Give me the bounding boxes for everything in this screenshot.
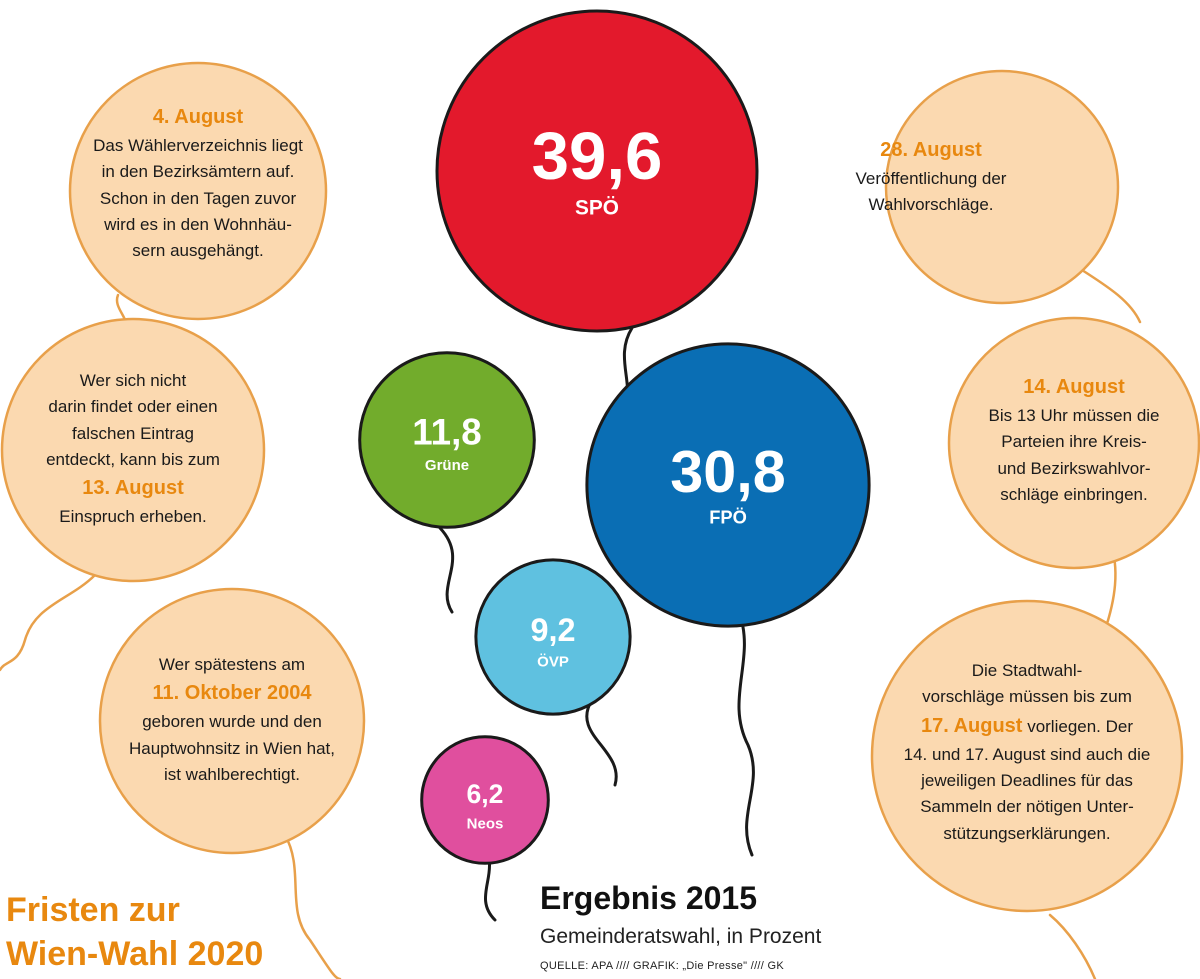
note-einspruch: Wer sich nicht darin findet oder einen f… bbox=[0, 368, 273, 531]
note-aug4-line: wird es in den Wohnhäu- bbox=[104, 215, 292, 235]
note-wahlberechtigt: Wer spätestens am 11. Oktober 2004 gebor… bbox=[92, 652, 372, 788]
note-stadtwahl-line: stützungserklärungen. bbox=[943, 823, 1111, 843]
note-wahlberechtigt-line: geboren wurde und den bbox=[142, 712, 322, 732]
balloon-value-neos: 6,2 bbox=[467, 779, 504, 809]
note-einspruch-circle bbox=[0, 317, 266, 583]
note-aug4-date: 4. August bbox=[152, 106, 244, 128]
page-title: Fristen zur Wien-Wahl 2020 bbox=[6, 888, 263, 976]
balloon-ovp bbox=[474, 558, 632, 716]
balloon-value-spo: 39,6 bbox=[532, 119, 663, 194]
chart-title: Ergebnis 2015 bbox=[540, 880, 757, 916]
note-aug14-line: Bis 13 Uhr müssen die bbox=[988, 406, 1160, 425]
note-stadtwahl-line: jeweiligen Deadlines für das bbox=[921, 771, 1133, 791]
balloon-grune bbox=[358, 351, 536, 529]
note-aug28-circle bbox=[884, 69, 1120, 305]
note-aug4-line: sern ausgehängt. bbox=[132, 241, 264, 261]
note-aug28-line: Wahlvorschläge. bbox=[868, 195, 994, 215]
note-aug4-circle bbox=[68, 61, 328, 321]
balloon-value-ovp: 9,2 bbox=[530, 612, 575, 648]
balloon-label-ovp: ÖVP bbox=[537, 653, 569, 670]
note-stadtwahl-date-line: 17. August vorliegen. Der bbox=[867, 711, 1187, 742]
page-title-line: Fristen zur bbox=[6, 891, 180, 929]
ovp-string bbox=[585, 698, 618, 787]
balloon-label-fpo: FPÖ bbox=[709, 506, 747, 527]
note-aug14-line: und Bezirkswahlvor- bbox=[997, 458, 1151, 478]
grune-string bbox=[438, 526, 455, 614]
balloon-fpo bbox=[585, 342, 871, 628]
note-aug4-line: Schon in den Tagen zuvor bbox=[99, 188, 297, 208]
balloon-label-grune: Grüne bbox=[425, 457, 469, 474]
note-aug28-date: 28. August bbox=[880, 139, 982, 161]
note-stadtwahl-line: Sammeln der nötigen Unter- bbox=[920, 797, 1134, 817]
page-title-line: Wien-Wahl 2020 bbox=[6, 935, 264, 973]
note-wahlberechtigt-line: ist wahlberechtigt. bbox=[163, 765, 301, 785]
balloon-spo bbox=[435, 9, 759, 333]
note-stadtwahl-circle bbox=[870, 599, 1184, 913]
note-aug4-line: Das Wählerverzeichnis liegt bbox=[93, 136, 303, 155]
note-wahlberechtigt-line: Wer spätestens am bbox=[158, 655, 306, 674]
note-stadtwahl-date-suffix: vorliegen. Der bbox=[1022, 716, 1134, 736]
note-aug14-date: 14. August bbox=[1023, 376, 1125, 398]
note-stadtwahl-line: Die Stadtwahl- bbox=[971, 661, 1083, 680]
balloon-label-spo: SPÖ bbox=[575, 196, 619, 219]
note-stadtwahl-date: 17. August bbox=[920, 714, 1023, 737]
note-stadtwahl-line: vorschläge müssen bis zum bbox=[922, 687, 1132, 707]
balloon-value-grune: 11,8 bbox=[412, 411, 481, 452]
note-aug14-line: Parteien ihre Kreis- bbox=[1001, 432, 1147, 452]
chart-subtitle: Gemeinderatswahl, in Prozent bbox=[540, 925, 822, 948]
note-wahlberechtigt-date: 11. Oktober 2004 bbox=[152, 682, 312, 705]
note-aug28: 28. August Veröffentlichung der Wahlvors… bbox=[811, 135, 1051, 219]
note-aug14-line: schläge einbringen. bbox=[1000, 485, 1148, 505]
fpo-string bbox=[737, 613, 755, 857]
note-stadtwahl: Die Stadtwahl- vorschläge müssen bis zum… bbox=[867, 658, 1187, 847]
note-wahlberechtigt-line: Hauptwohnsitz in Wien hat, bbox=[129, 738, 335, 758]
note-aug14: 14. August Bis 13 Uhr müssen die Parteie… bbox=[934, 372, 1200, 508]
balloon-label-neos: Neos bbox=[467, 816, 504, 833]
note-aug28-line: Veröffentlichung der bbox=[855, 169, 1007, 188]
note-einspruch-line: entdeckt, kann bis zum bbox=[46, 450, 220, 470]
note-wahlberechtigt-circle bbox=[98, 587, 366, 855]
balloon-neos bbox=[420, 735, 550, 865]
note-aug4-line: in den Bezirksämtern auf. bbox=[101, 162, 295, 182]
note-aug4: 4. August Das Wählerverzeichnis liegt in… bbox=[58, 102, 338, 265]
note-stadtwahl-line: 14. und 17. August sind auch die bbox=[903, 744, 1151, 764]
note-einspruch-line: Einspruch erheben. bbox=[59, 507, 207, 527]
note-einspruch-line: Wer sich nicht bbox=[79, 371, 187, 390]
note-aug14-circle bbox=[947, 316, 1200, 570]
chart-source: QUELLE: APA //// GRAFIK: „Die Presse" //… bbox=[540, 960, 784, 972]
balloon-value-fpo: 30,8 bbox=[670, 438, 785, 505]
note-einspruch-line: falschen Eintrag bbox=[72, 423, 194, 443]
note-einspruch-line: darin findet oder einen bbox=[48, 397, 218, 417]
note-einspruch-date: 13. August bbox=[82, 477, 184, 500]
